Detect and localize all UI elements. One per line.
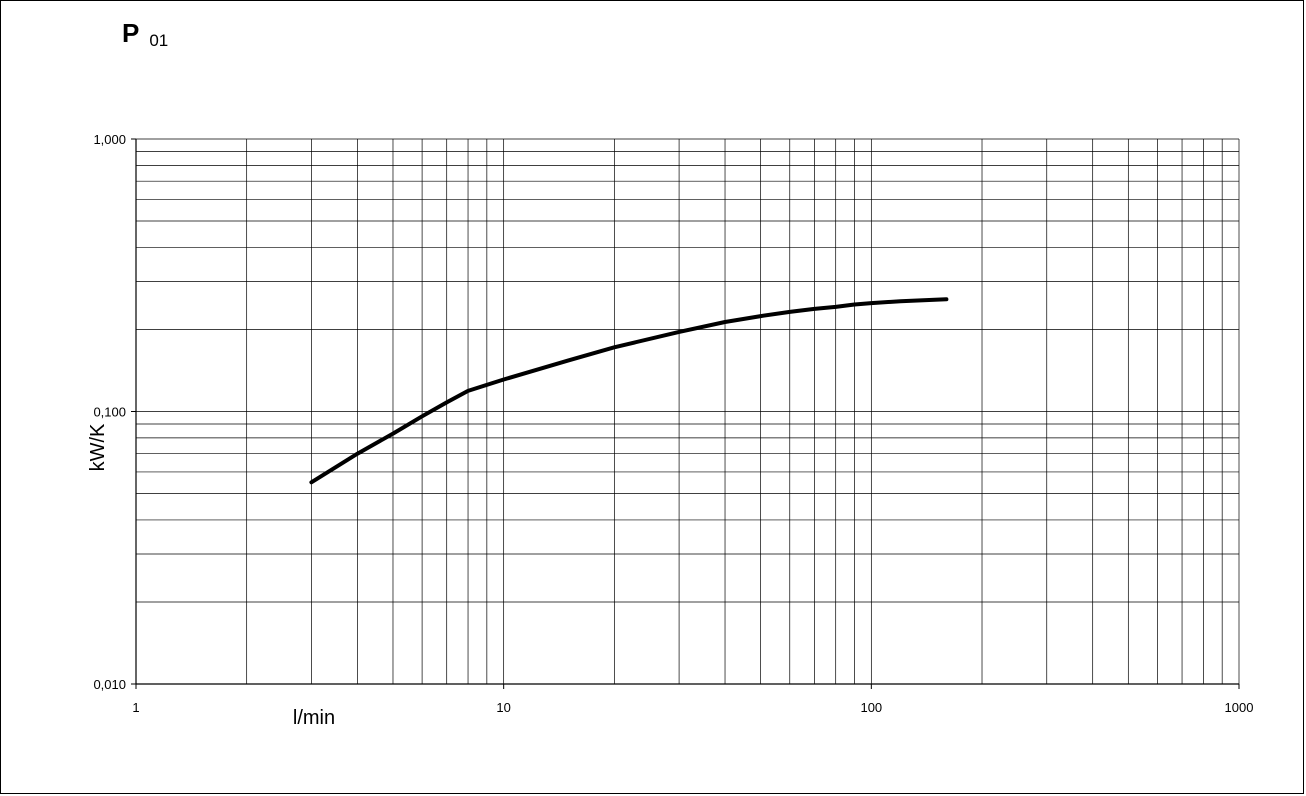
y-tick-labels: 0,010 0,100 1,000	[93, 132, 126, 692]
x-tick-label: 100	[860, 700, 882, 715]
series-layer	[309, 297, 949, 485]
x-tick-label: 1	[132, 700, 139, 715]
x-tick-label: 1000	[1225, 700, 1254, 715]
chart-title: P 01	[122, 18, 169, 50]
y-tick-label: 0,010	[93, 677, 126, 692]
chart-title-main: P	[122, 18, 140, 48]
chart-title-subscript: 01	[149, 31, 169, 50]
x-tick-label: 10	[496, 700, 510, 715]
series-line	[309, 297, 949, 485]
y-axis-title: kW/K	[87, 423, 109, 471]
y-tick-label: 0,100	[93, 405, 126, 420]
axes	[131, 138, 1240, 689]
y-tick-label: 1,000	[93, 132, 126, 147]
x-axis-title: l/min	[293, 707, 335, 729]
x-tick-labels: 1 10 100 1000	[132, 700, 1253, 715]
